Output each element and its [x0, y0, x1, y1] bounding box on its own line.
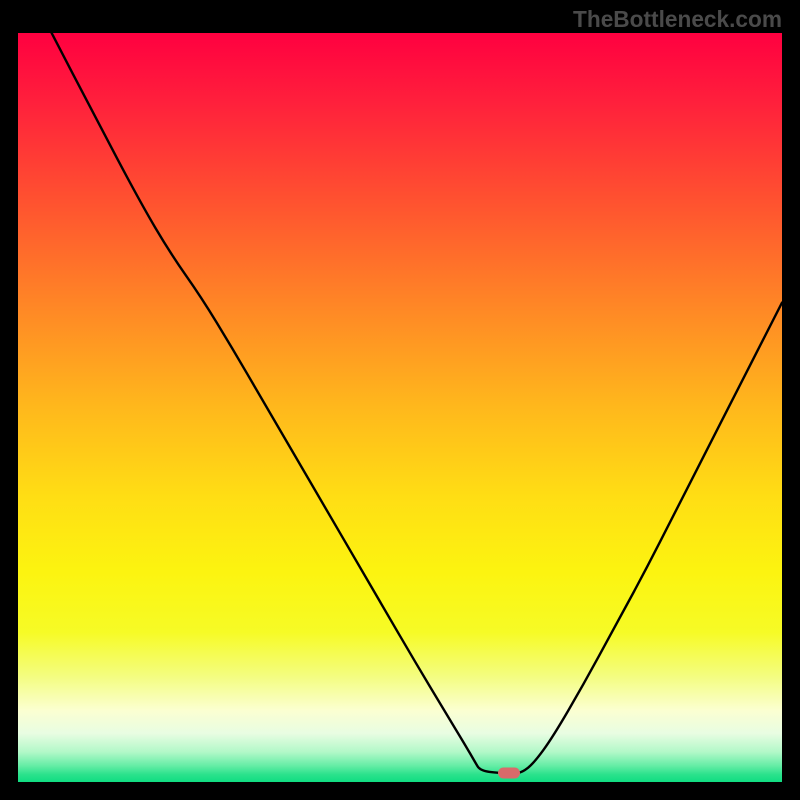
- bottleneck-curve: [52, 33, 782, 773]
- watermark-text: TheBottleneck.com: [573, 6, 782, 33]
- curve-svg: [18, 33, 782, 782]
- optimal-marker: [498, 768, 520, 779]
- chart-area: [18, 33, 782, 782]
